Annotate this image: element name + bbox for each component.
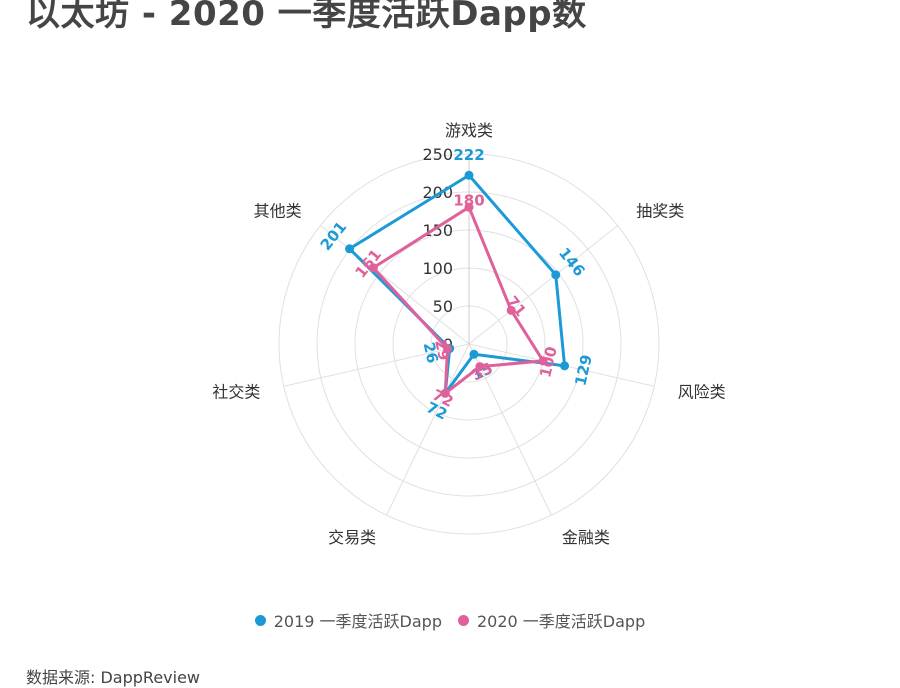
data-point[interactable]: [464, 170, 474, 180]
legend-label-2020: 2020 一季度活跃Dapp: [477, 612, 646, 631]
radial-tick-label: 150: [422, 221, 453, 240]
radial-tick-label: 200: [422, 183, 453, 202]
data-point[interactable]: [469, 349, 479, 359]
axis-spoke: [320, 225, 470, 345]
axis-spoke: [386, 343, 470, 516]
legend: 2019 一季度活跃Dapp 2020 一季度活跃Dapp: [0, 608, 900, 632]
data-point[interactable]: [443, 344, 453, 354]
category-label: 游戏类: [445, 121, 493, 140]
radial-tick-label: 100: [422, 259, 453, 278]
chart-title: 以太坊 - 2020 一季度活跃Dapp数: [26, 0, 587, 34]
axis-spoke: [468, 225, 618, 345]
category-label: 其他类: [254, 202, 302, 221]
category-label: 金融类: [562, 528, 610, 547]
series-line: [371, 205, 545, 395]
legend-item-2020[interactable]: 2020 一季度活跃Dapp: [458, 608, 645, 632]
data-label: 33: [469, 359, 496, 384]
data-point[interactable]: [368, 263, 378, 273]
data-point[interactable]: [440, 388, 450, 398]
radial-tick-label: 50: [433, 297, 453, 316]
data-point[interactable]: [506, 305, 516, 315]
data-label: 222: [453, 146, 484, 164]
legend-item-2019[interactable]: 2019 一季度活跃Dapp: [254, 608, 442, 632]
data-point[interactable]: [475, 362, 485, 372]
data-point[interactable]: [345, 244, 355, 254]
data-point[interactable]: [464, 202, 474, 212]
data-point[interactable]: [560, 361, 570, 371]
category-label: 社交类: [212, 383, 260, 402]
legend-marker-2019: [254, 614, 266, 626]
axis-spoke: [468, 343, 552, 516]
legend-label-2019: 2019 一季度活跃Dapp: [273, 612, 442, 631]
category-label: 抽奖类: [636, 202, 684, 221]
radial-tick-label: 250: [422, 145, 453, 164]
data-label: 100: [536, 345, 561, 380]
radial-tick-labels: 050100150200250: [422, 145, 453, 354]
series-line: [348, 173, 567, 395]
data-point[interactable]: [538, 356, 548, 366]
legend-marker-2020: [458, 614, 469, 626]
data-label: 180: [453, 192, 484, 210]
data-label: 26: [420, 341, 442, 365]
data-label: 29: [431, 338, 453, 362]
category-label: 交易类: [328, 528, 376, 547]
data-source: 数据来源: DappReview: [26, 668, 201, 687]
data-label: 129: [571, 353, 596, 388]
category-label: 风险类: [678, 383, 726, 402]
axis-spoke: [283, 343, 470, 387]
radar-grid: [278, 153, 660, 535]
data-point[interactable]: [551, 270, 561, 280]
